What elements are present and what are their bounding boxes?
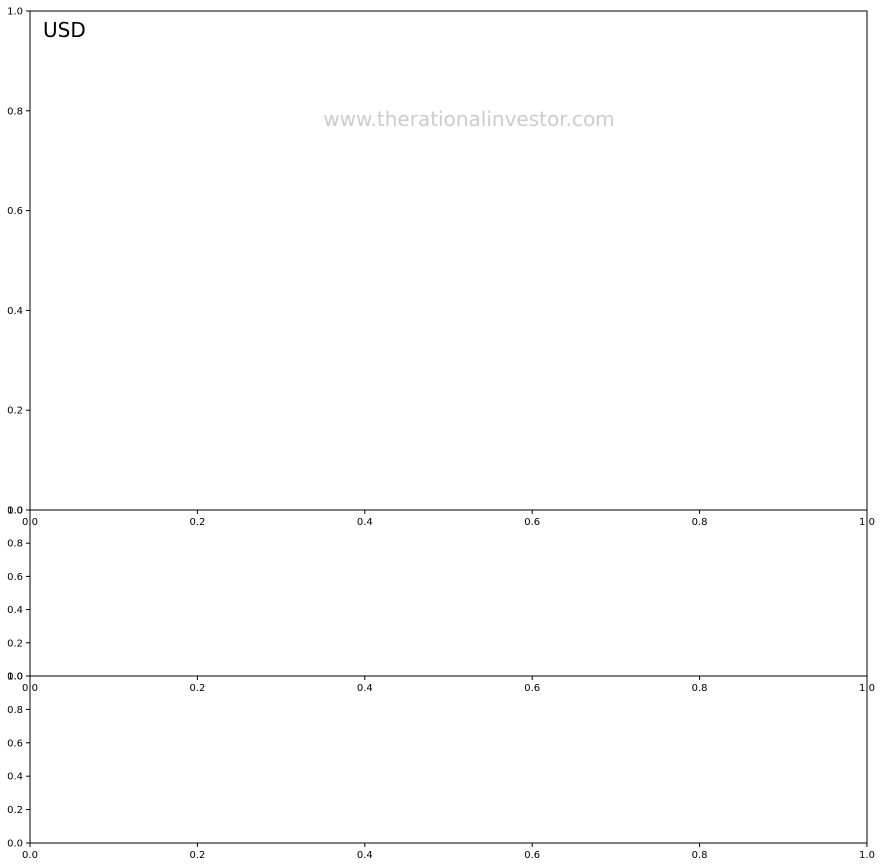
y-tick-label: 0.8	[7, 539, 23, 550]
panel-middle: 0.0 0.2 0.4 0.6 0.8 1.0 0.0 0.2 0.4 0.6 0.8 1.0	[7, 506, 875, 695]
panel-title: USD	[43, 18, 86, 42]
y-tick-label: 0.0	[7, 672, 23, 683]
x-tick-label: 0.6	[524, 850, 540, 861]
y-tick-label: 0.6	[7, 572, 23, 583]
y-tick-label: 0.4	[7, 605, 23, 616]
x-tick-label: 0.4	[357, 850, 373, 861]
panel-bottom-y-ticks: 0.0 0.2 0.4 0.6 0.8 1.0	[7, 672, 30, 850]
x-tick-label: 0.8	[692, 683, 708, 694]
x-tick-label: 0.2	[189, 517, 205, 528]
y-tick-label: 0.8	[7, 106, 23, 117]
y-tick-label: 0.6	[7, 738, 23, 749]
x-tick-label: 0.8	[692, 517, 708, 528]
panel-middle-frame	[29, 509, 868, 677]
x-tick-label: 0.8	[692, 850, 708, 861]
y-tick-label: 0.2	[7, 805, 23, 816]
y-tick-label: 0.8	[7, 705, 23, 716]
y-tick-label: 0.6	[7, 206, 23, 217]
x-tick-label: 0.6	[524, 517, 540, 528]
x-tick-label: 0.0	[22, 850, 38, 861]
x-tick-label: 1.0	[859, 850, 875, 861]
x-tick-label: 0.2	[189, 683, 205, 694]
panel-bottom-x-ticks: 0.0 0.2 0.4 0.6 0.8 1.0	[22, 843, 875, 861]
panel-middle-y-ticks: 0.0 0.2 0.4 0.6 0.8 1.0	[7, 506, 30, 683]
panel-bottom: 0.0 0.2 0.4 0.6 0.8 1.0 0.0 0.2 0.4 0.6 0.8 1.0	[7, 672, 875, 862]
x-tick-label: 0.4	[357, 683, 373, 694]
y-tick-label: 0.2	[7, 406, 23, 417]
watermark-text: www.therationalinvestor.com	[323, 107, 614, 131]
panel-bottom-frame	[29, 675, 868, 844]
panel-main: 0.0 0.2 0.4 0.6 0.8 1.0 0.0 0.2 0.4 0.6 0.8 1.0 US…	[7, 7, 875, 529]
panel-main-y-ticks: 0.0 0.2 0.4 0.6 0.8 1.0	[7, 7, 30, 517]
panel-main-frame	[29, 10, 868, 511]
y-tick-label: 1.0	[7, 672, 23, 683]
y-tick-label: 1.0	[7, 506, 23, 517]
y-tick-label: 1.0	[7, 7, 23, 18]
y-tick-label: 0.4	[7, 772, 23, 783]
panel-middle-x-ticks: 0.0 0.2 0.4 0.6 0.8 1.0	[22, 676, 875, 694]
y-tick-label: 0.0	[7, 839, 23, 850]
y-tick-label: 0.0	[7, 506, 23, 517]
y-tick-label: 0.2	[7, 638, 23, 649]
panel-main-x-ticks: 0.0 0.2 0.4 0.6 0.8 1.0	[22, 510, 875, 528]
y-tick-label: 0.4	[7, 306, 23, 317]
x-tick-label: 0.2	[189, 850, 205, 861]
x-tick-label: 0.4	[357, 517, 373, 528]
x-tick-label: 0.6	[524, 683, 540, 694]
